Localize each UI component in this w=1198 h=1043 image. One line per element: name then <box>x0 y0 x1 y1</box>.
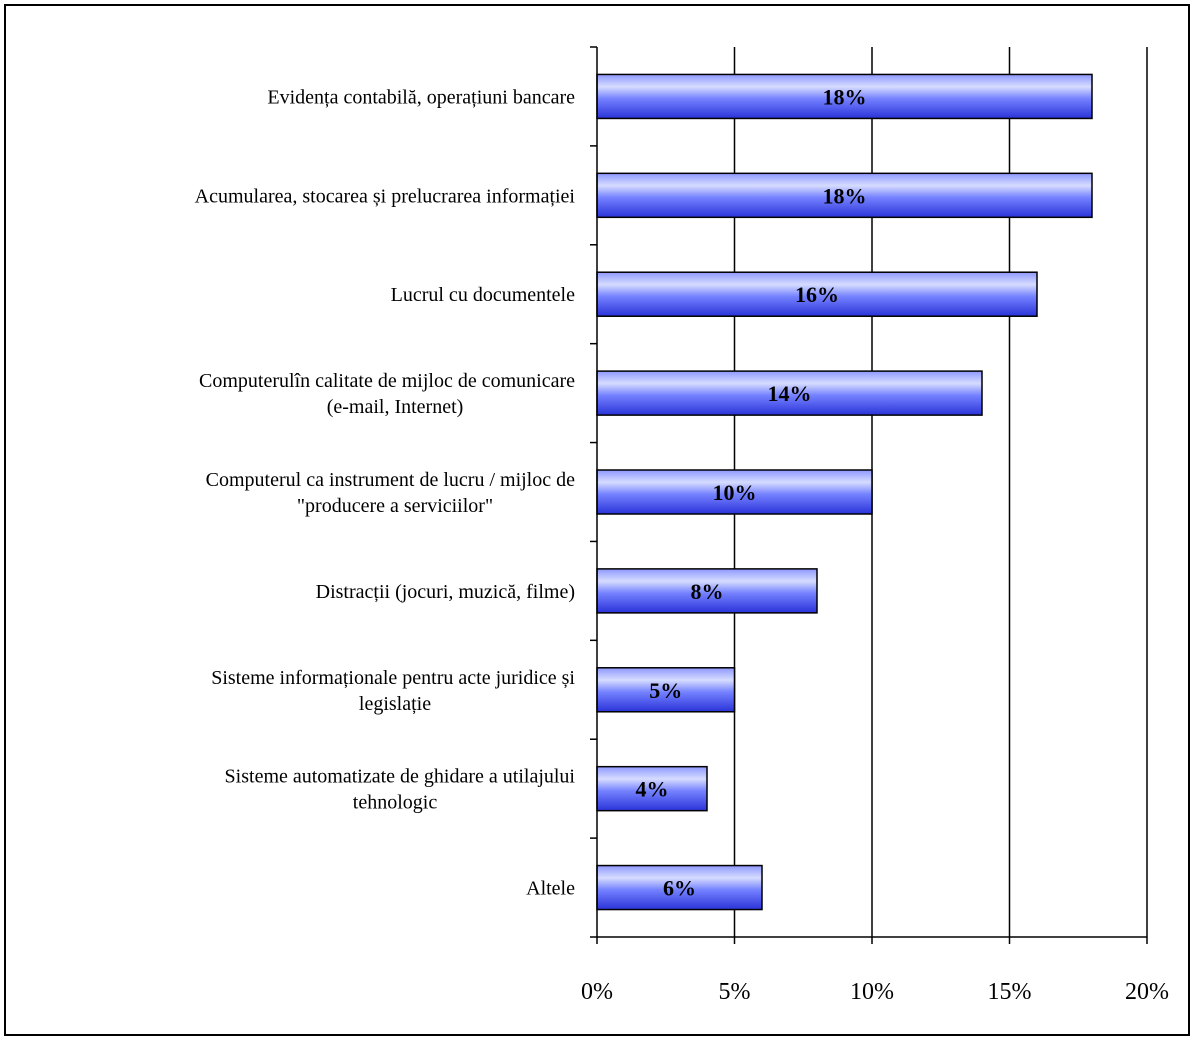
data-label-1: 18% <box>823 84 867 109</box>
data-label-5: 10% <box>713 480 757 505</box>
category-label-7: Sisteme informaționale pentru acte jurid… <box>211 667 575 715</box>
category-label-4-line-1: Computerulîn calitate de mijloc de comun… <box>199 370 575 392</box>
category-label-8: Sisteme automatizate de ghidare a utilaj… <box>225 766 576 814</box>
x-tick-label-0: 0% <box>581 979 613 1005</box>
data-label-9: 6% <box>663 876 696 901</box>
bar-7 <box>596 667 736 713</box>
category-label-4: Computerulîn calitate de mijloc de comun… <box>199 370 575 418</box>
category-labels: Evidența contabilă, operațiuni bancare Ac… <box>195 86 576 899</box>
bar-8 <box>596 765 708 812</box>
category-label-7-line-2: legislație <box>359 693 431 715</box>
category-label-5-line-2: "producere a serviciilor" <box>297 495 493 517</box>
bar-2 <box>596 172 1093 219</box>
category-label-1: Evidența contabilă, operațiuni bancare <box>267 86 575 108</box>
data-label-6: 8% <box>691 579 724 604</box>
category-label-9-line-1: Altele <box>526 878 575 900</box>
data-label-7: 5% <box>649 678 682 703</box>
data-label-2: 18% <box>823 183 867 208</box>
category-label-6-line-1: Distracții (jocuri, muzică, filme) <box>316 581 575 603</box>
category-label-6: Distracții (jocuri, muzică, filme) <box>316 581 575 603</box>
category-label-2: Acumularea, stocarea și prelucrarea info… <box>195 185 576 207</box>
x-tick-label-5: 5% <box>719 979 751 1005</box>
category-label-5: Computerul ca instrument de lucru / mijl… <box>206 469 575 517</box>
x-tick-label-10: 10% <box>850 979 894 1005</box>
data-label-8: 4% <box>636 777 669 802</box>
category-label-5-line-1: Computerul ca instrument de lucru / mijl… <box>206 469 575 491</box>
x-tick-label-15: 15% <box>988 979 1032 1005</box>
category-label-3-line-1: Lucrul cu documentele <box>391 284 575 306</box>
category-label-3: Lucrul cu documentele <box>391 284 575 306</box>
data-label-3: 16% <box>795 282 839 307</box>
category-label-7-line-1: Sisteme informaționale pentru acte jurid… <box>211 667 575 689</box>
category-label-9: Altele <box>526 878 575 900</box>
axes <box>590 46 1148 944</box>
data-label-4: 14% <box>768 381 812 406</box>
bar-1 <box>596 73 1093 120</box>
category-label-8-line-1: Sisteme automatizate de ghidare a utilaj… <box>225 766 576 788</box>
x-tick-labels: 0% 5% 10% 15% 20% <box>581 979 1169 1005</box>
bars: 18% 18% 16% 14% 10% 8% 5% 4% 6% <box>596 73 1093 911</box>
category-label-1-line-1: Evidența contabilă, operațiuni bancare <box>267 86 575 108</box>
category-label-4-line-2: (e-mail, Internet) <box>327 396 464 418</box>
category-label-2-line-1: Acumularea, stocarea și prelucrarea info… <box>195 185 576 207</box>
category-label-8-line-2: tehnologic <box>353 792 438 814</box>
bar-9 <box>596 864 763 911</box>
bar-6 <box>596 568 818 614</box>
x-tick-label-20: 20% <box>1125 979 1169 1005</box>
